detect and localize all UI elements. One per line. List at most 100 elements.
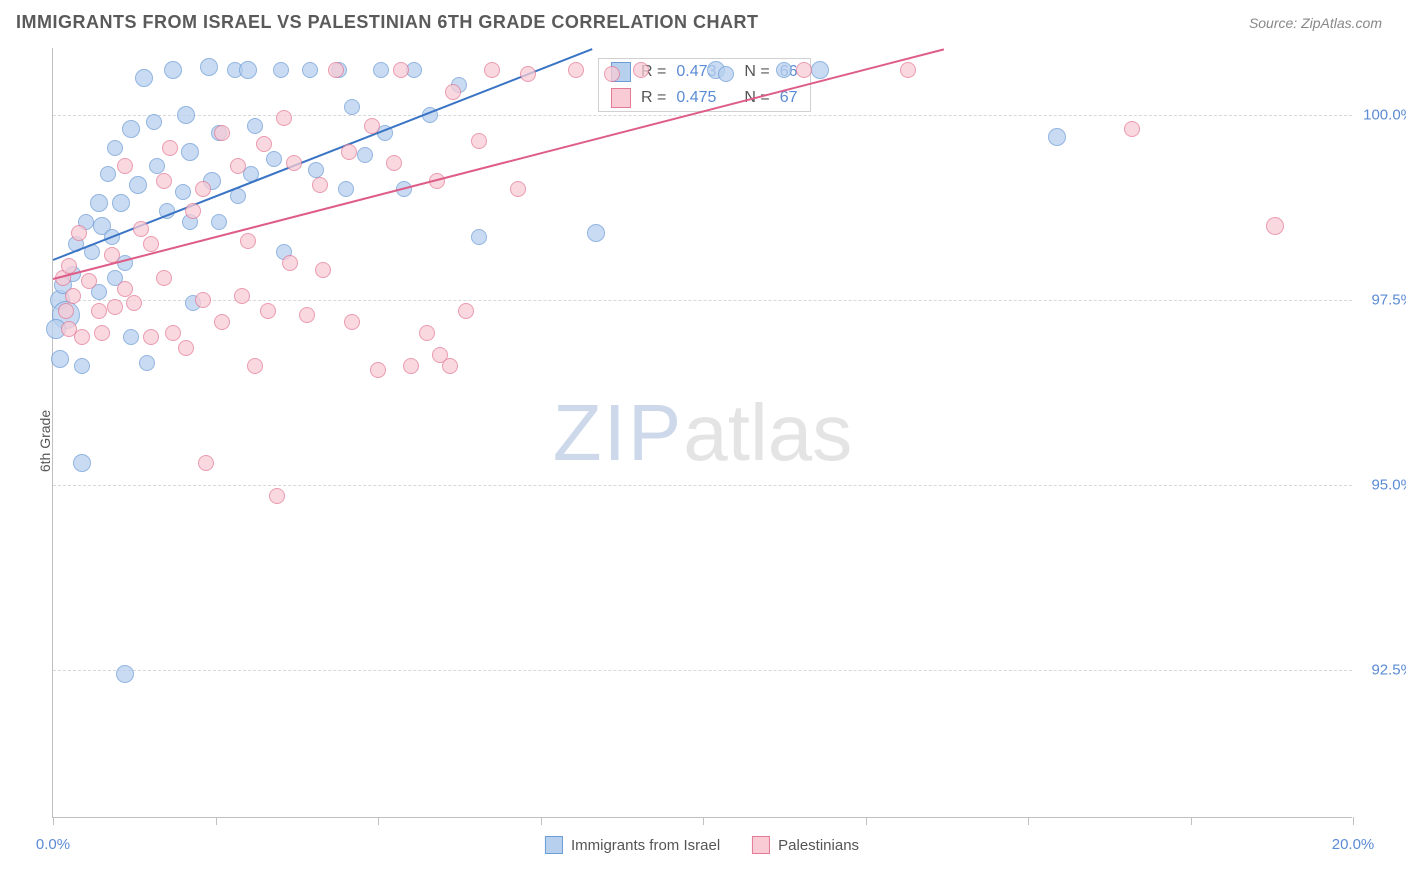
data-point-palestinian (370, 362, 386, 378)
data-point-palestinian (126, 295, 142, 311)
data-point-palestinian (230, 158, 246, 174)
data-point-israel (74, 358, 90, 374)
data-point-palestinian (214, 125, 230, 141)
data-point-palestinian (344, 314, 360, 330)
data-point-israel (139, 355, 155, 371)
data-point-israel (51, 350, 69, 368)
data-point-israel (181, 143, 199, 161)
y-tick-label: 97.5% (1371, 291, 1406, 308)
data-point-palestinian (94, 325, 110, 341)
data-point-israel (247, 118, 263, 134)
data-point-israel (1048, 128, 1066, 146)
data-point-israel (175, 184, 191, 200)
data-point-palestinian (604, 66, 620, 82)
data-point-israel (211, 214, 227, 230)
data-point-palestinian (165, 325, 181, 341)
data-point-palestinian (386, 155, 402, 171)
data-point-israel (129, 176, 147, 194)
data-point-israel (266, 151, 282, 167)
data-point-palestinian (156, 270, 172, 286)
data-point-palestinian (185, 203, 201, 219)
data-point-israel (123, 329, 139, 345)
data-point-palestinian (312, 177, 328, 193)
legend: Immigrants from Israel Palestinians (545, 836, 859, 854)
data-point-palestinian (299, 307, 315, 323)
data-point-palestinian (1124, 121, 1140, 137)
y-tick-label: 92.5% (1371, 661, 1406, 678)
x-tick (1353, 817, 1354, 825)
legend-item-palestinian: Palestinians (752, 836, 859, 854)
data-point-palestinian (445, 84, 461, 100)
data-point-palestinian (247, 358, 263, 374)
data-point-palestinian (364, 118, 380, 134)
data-point-palestinian (393, 62, 409, 78)
x-tick (378, 817, 379, 825)
data-point-israel (122, 120, 140, 138)
legend-swatch (545, 836, 563, 854)
x-tick-label: 0.0% (36, 836, 70, 853)
data-point-palestinian (458, 303, 474, 319)
data-point-israel (164, 61, 182, 79)
data-point-palestinian (58, 303, 74, 319)
data-point-israel (338, 181, 354, 197)
data-point-palestinian (117, 158, 133, 174)
data-point-israel (107, 140, 123, 156)
data-point-palestinian (1266, 217, 1284, 235)
data-point-palestinian (74, 329, 90, 345)
data-point-palestinian (341, 144, 357, 160)
data-point-israel (302, 62, 318, 78)
data-point-israel (200, 58, 218, 76)
data-point-palestinian (286, 155, 302, 171)
data-point-palestinian (143, 329, 159, 345)
legend-label: Immigrants from Israel (571, 837, 720, 854)
data-point-israel (90, 194, 108, 212)
data-point-palestinian (442, 358, 458, 374)
data-point-israel (146, 114, 162, 130)
data-point-israel (587, 224, 605, 242)
data-point-israel (308, 162, 324, 178)
data-point-palestinian (195, 181, 211, 197)
trend-line-palestinian (53, 48, 944, 279)
data-point-israel (135, 69, 153, 87)
data-point-palestinian (282, 255, 298, 271)
x-tick (216, 817, 217, 825)
data-point-palestinian (269, 488, 285, 504)
x-tick (53, 817, 54, 825)
gridline (53, 670, 1352, 671)
x-tick (541, 817, 542, 825)
data-point-israel (718, 66, 734, 82)
data-point-palestinian (328, 62, 344, 78)
data-point-palestinian (143, 236, 159, 252)
x-tick (1191, 817, 1192, 825)
x-tick (703, 817, 704, 825)
data-point-palestinian (117, 281, 133, 297)
y-tick-label: 100.0% (1363, 106, 1406, 123)
x-tick-label: 20.0% (1332, 836, 1375, 853)
data-point-palestinian (276, 110, 292, 126)
data-point-israel (100, 166, 116, 182)
chart-container: 6th Grade ZIPatlas R =0.473N =66R =0.475… (52, 48, 1352, 818)
data-point-palestinian (234, 288, 250, 304)
chart-title: IMMIGRANTS FROM ISRAEL VS PALESTINIAN 6T… (16, 12, 759, 33)
stats-row-palestinian: R =0.475N =67 (599, 85, 810, 111)
gridline (53, 115, 1352, 116)
data-point-palestinian (162, 140, 178, 156)
data-point-palestinian (198, 455, 214, 471)
data-point-palestinian (568, 62, 584, 78)
data-point-palestinian (240, 233, 256, 249)
legend-item-israel: Immigrants from Israel (545, 836, 720, 854)
data-point-palestinian (403, 358, 419, 374)
data-point-palestinian (900, 62, 916, 78)
data-point-israel (471, 229, 487, 245)
stats-r-label: R = (641, 89, 666, 107)
data-point-palestinian (91, 303, 107, 319)
data-point-israel (73, 454, 91, 472)
data-point-palestinian (471, 133, 487, 149)
data-point-israel (112, 194, 130, 212)
data-point-israel (177, 106, 195, 124)
legend-label: Palestinians (778, 837, 859, 854)
data-point-israel (239, 61, 257, 79)
source-attribution: Source: ZipAtlas.com (1249, 15, 1382, 31)
data-point-palestinian (484, 62, 500, 78)
legend-swatch (752, 836, 770, 854)
